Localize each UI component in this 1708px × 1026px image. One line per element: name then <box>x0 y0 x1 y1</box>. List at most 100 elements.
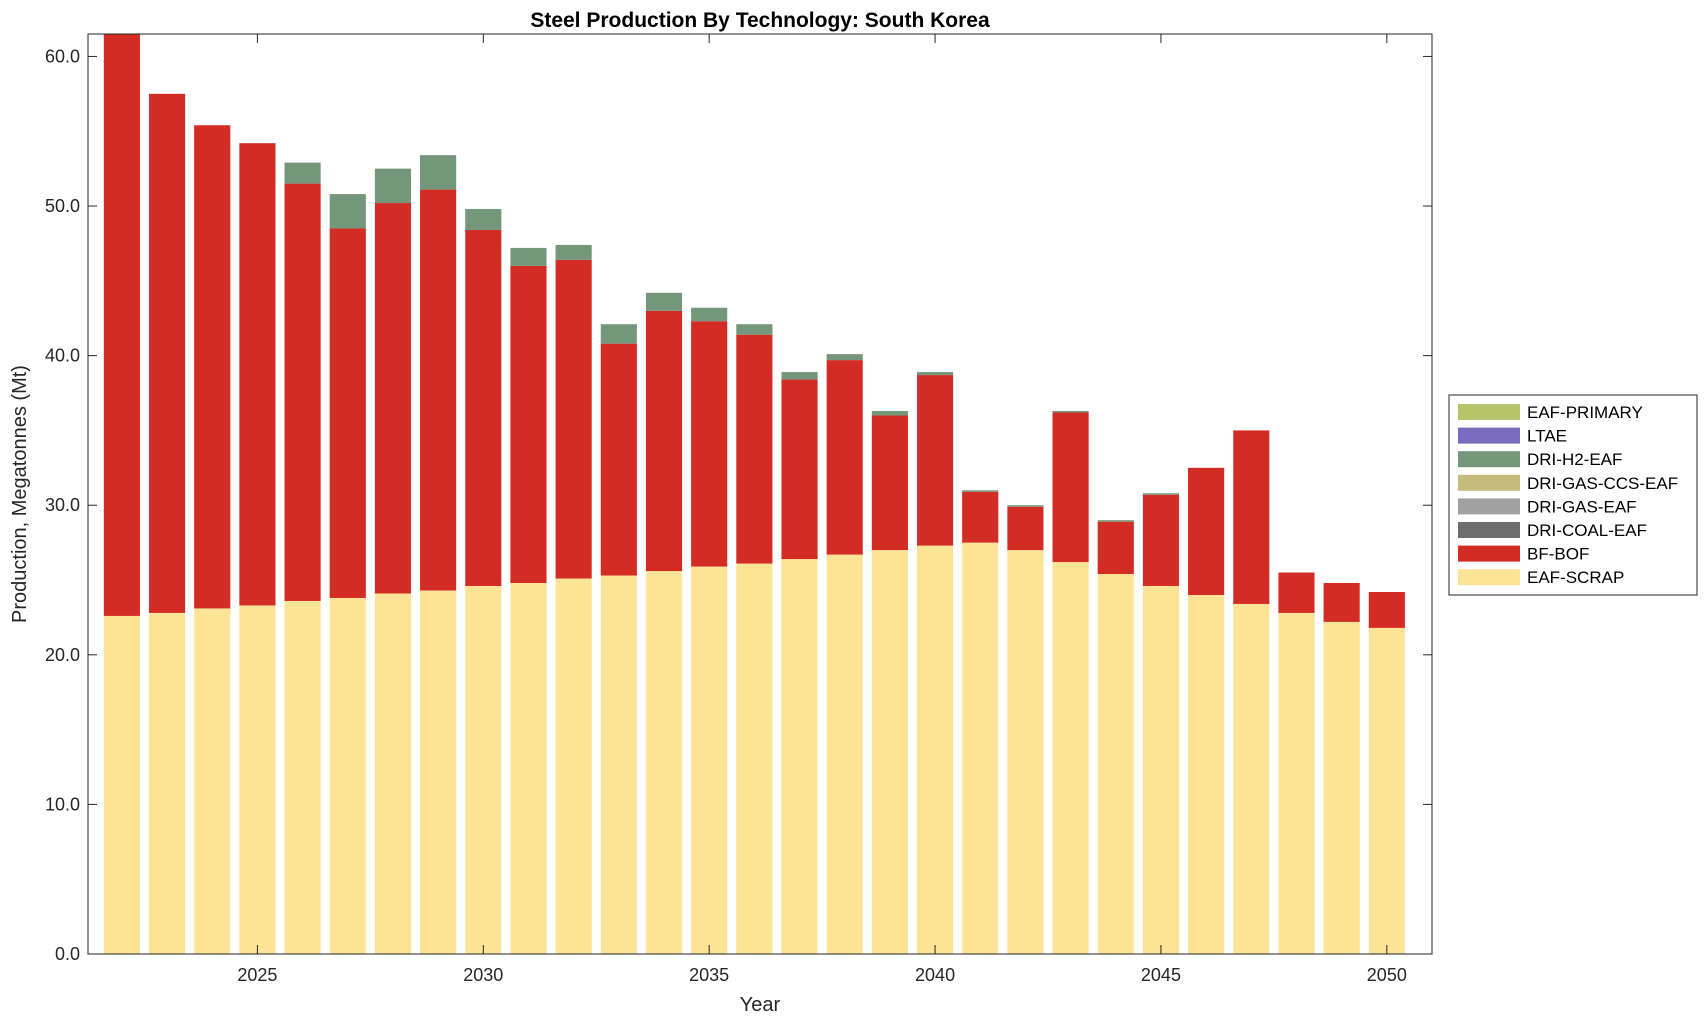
legend-label-eaf-primary: EAF-PRIMARY <box>1527 403 1643 422</box>
bar-bf-bof-2025 <box>239 143 276 606</box>
bar-eaf-scrap-2041 <box>962 542 999 954</box>
bar-dri-h2-eaf-2036 <box>736 324 773 335</box>
x-axis-label: Year <box>740 994 781 1016</box>
bar-bf-bof-2035 <box>691 321 728 567</box>
legend-swatch-dri-h2-eaf <box>1458 451 1520 468</box>
y-axis-label: Production, Megatonnes (Mt) <box>9 365 31 623</box>
bar-dri-h2-eaf-2032 <box>555 244 592 260</box>
bar-eaf-scrap-2040 <box>916 545 954 954</box>
x-tick-label: 2045 <box>1141 965 1181 985</box>
legend-label-dri-gas-eaf: DRI-GAS-EAF <box>1527 497 1637 516</box>
bar-dri-h2-eaf-2033 <box>600 324 637 344</box>
bar-eaf-scrap-2036 <box>736 563 773 954</box>
bar-dri-h2-eaf-2039 <box>871 410 908 416</box>
legend-label-dri-gas-ccs-eaf: DRI-GAS-CCS-EAF <box>1527 474 1678 493</box>
legend-swatch-eaf-scrap <box>1458 569 1520 586</box>
bar-bf-bof-2036 <box>736 334 773 564</box>
bar-bf-bof-2050 <box>1368 591 1405 628</box>
bar-bf-bof-2039 <box>871 415 908 551</box>
bar-bf-bof-2040 <box>916 375 954 546</box>
bar-eaf-scrap-2022 <box>103 615 140 954</box>
bar-bf-bof-2028 <box>374 203 412 594</box>
y-tick-label: 40.0 <box>45 346 80 366</box>
bar-eaf-scrap-2043 <box>1052 562 1089 954</box>
y-tick-label: 0.0 <box>55 944 80 964</box>
x-tick-label: 2035 <box>689 965 729 985</box>
bar-dri-h2-eaf-2027 <box>329 194 366 229</box>
legend-swatch-ltae <box>1458 427 1520 444</box>
bar-eaf-scrap-2027 <box>329 597 366 954</box>
bar-eaf-scrap-2033 <box>600 575 637 954</box>
bar-dri-h2-eaf-2035 <box>691 307 728 322</box>
bar-bf-bof-2032 <box>555 259 592 579</box>
bar-dri-h2-eaf-2040 <box>916 372 954 376</box>
chart-title: Steel Production By Technology: South Ko… <box>530 9 990 32</box>
bar-eaf-scrap-2031 <box>510 583 547 954</box>
bar-dri-h2-eaf-2042 <box>1007 505 1044 507</box>
bar-bf-bof-2030 <box>465 229 502 587</box>
bar-bf-bof-2033 <box>600 343 637 576</box>
legend-swatch-dri-gas-eaf <box>1458 498 1520 515</box>
legend-label-eaf-scrap: EAF-SCRAP <box>1527 568 1624 587</box>
bar-eaf-scrap-2035 <box>691 566 728 954</box>
bar-bf-bof-2023 <box>148 93 186 613</box>
bars-layer <box>103 34 1405 954</box>
legend-swatch-dri-coal-eaf <box>1458 522 1520 538</box>
bar-bf-bof-2049 <box>1323 583 1360 622</box>
bar-eaf-scrap-2049 <box>1323 621 1360 954</box>
bar-bf-bof-2034 <box>645 310 683 572</box>
bar-eaf-scrap-2046 <box>1188 594 1225 954</box>
bar-dri-h2-eaf-2041 <box>962 490 999 492</box>
bar-eaf-scrap-2025 <box>239 605 276 954</box>
legend-label-dri-coal-eaf: DRI-COAL-EAF <box>1527 521 1647 540</box>
bar-eaf-scrap-2039 <box>871 550 908 954</box>
bar-eaf-scrap-2048 <box>1278 612 1315 954</box>
bar-bf-bof-2045 <box>1142 494 1180 586</box>
bar-dri-h2-eaf-2038 <box>826 354 863 361</box>
bar-bf-bof-2031 <box>510 265 547 584</box>
bar-dri-h2-eaf-2037 <box>781 372 818 380</box>
x-tick-label: 2040 <box>915 965 955 985</box>
bar-eaf-scrap-2045 <box>1142 586 1180 954</box>
legend-swatch-bf-bof <box>1458 545 1520 562</box>
bar-eaf-scrap-2026 <box>284 600 321 954</box>
bar-bf-bof-2047 <box>1233 430 1270 604</box>
bar-eaf-scrap-2028 <box>374 593 412 954</box>
y-tick-label: 60.0 <box>45 46 80 66</box>
legend: EAF-PRIMARY LTAE DRI-H2-EAF DRI-GAS-CCS-EAF… <box>1448 394 1698 596</box>
bar-bf-bof-2048 <box>1278 572 1315 613</box>
bar-dri-h2-eaf-2031 <box>510 247 547 266</box>
bar-bf-bof-2029 <box>420 189 457 591</box>
bar-eaf-scrap-2023 <box>148 612 186 954</box>
bar-dri-h2-eaf-2026 <box>284 162 321 184</box>
axis-ticks: 2025 2030 2035 2040 2045 2050 0.0 10.0 20.0 30.0 4… <box>45 34 1432 985</box>
bar-dri-h2-eaf-2043 <box>1052 410 1089 413</box>
legend-label-bf-bof: BF-BOF <box>1527 545 1589 564</box>
bar-bf-bof-2042 <box>1007 506 1044 551</box>
legend-swatch-dri-gas-ccs-eaf <box>1458 474 1520 491</box>
y-tick-label: 30.0 <box>45 495 80 515</box>
y-tick-label: 50.0 <box>45 196 80 216</box>
bar-dri-h2-eaf-2034 <box>645 292 683 311</box>
bar-eaf-scrap-2044 <box>1097 574 1134 954</box>
bar-bf-bof-2037 <box>781 379 818 560</box>
bar-bf-bof-2046 <box>1188 467 1225 595</box>
bar-eaf-scrap-2038 <box>826 554 863 954</box>
x-tick-label: 2025 <box>237 965 277 985</box>
y-tick-label: 20.0 <box>45 645 80 665</box>
bar-eaf-scrap-2030 <box>465 586 502 954</box>
bar-bf-bof-2024 <box>194 125 231 609</box>
bar-bf-bof-2041 <box>962 491 999 543</box>
bar-eaf-scrap-2042 <box>1007 550 1044 954</box>
bar-bf-bof-2043 <box>1052 412 1089 563</box>
bar-eaf-scrap-2024 <box>194 608 231 954</box>
bar-eaf-scrap-2032 <box>555 578 592 954</box>
bar-bf-bof-2026 <box>284 183 321 601</box>
legend-label-ltae: LTAE <box>1527 427 1567 446</box>
bar-bf-bof-2022 <box>103 34 140 616</box>
x-tick-label: 2030 <box>463 965 503 985</box>
bar-bf-bof-2044 <box>1097 521 1134 575</box>
bar-eaf-scrap-2047 <box>1233 603 1270 954</box>
